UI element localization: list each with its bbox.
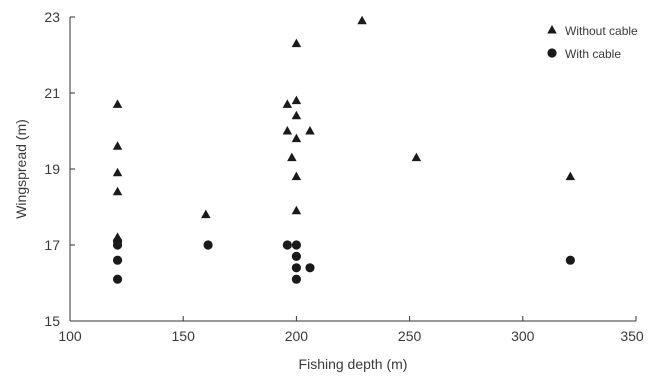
x-tick-label: 200	[285, 328, 309, 344]
data-point-without-cable	[201, 209, 211, 219]
y-axis-title: Wingspread (m)	[13, 119, 29, 219]
data-point-without-cable	[291, 171, 302, 181]
data-point-without-cable	[291, 38, 302, 48]
axes: 100 150 200 250 300 350 15 17 19 21 23 Fishing de…	[13, 9, 644, 372]
legend-marker-circle	[547, 48, 557, 58]
data-point-with-cable	[112, 240, 123, 250]
x-tick-label: 300	[511, 328, 535, 344]
y-tick-label: 17	[44, 237, 60, 253]
data-point-without-cable	[112, 99, 123, 108]
legend-marker-triangle	[547, 25, 557, 34]
data-point-with-cable	[282, 240, 292, 250]
data-point-without-cable	[411, 152, 422, 162]
x-tick-label: 350	[620, 328, 644, 344]
data-point-without-cable	[282, 99, 293, 108]
data-point-without-cable	[357, 15, 367, 25]
data-point-without-cable	[291, 95, 302, 105]
x-axis-title: Fishing depth (m)	[299, 356, 408, 372]
y-tick-label: 21	[44, 85, 60, 101]
x-tick-label: 150	[172, 328, 196, 344]
data-point-without-cable	[291, 205, 302, 215]
data-point-without-cable	[287, 152, 297, 162]
data-point-without-cable	[291, 133, 302, 143]
x-tick-label: 100	[58, 328, 82, 344]
legend-label-without-cable: Without cable	[565, 24, 638, 38]
data-point-with-cable	[112, 255, 123, 265]
legend-label-with-cable: With cable	[565, 47, 621, 61]
x-tick-label: 250	[398, 328, 422, 344]
data-point-without-cable	[291, 110, 302, 120]
data-point-without-cable	[112, 167, 123, 177]
data-point-without-cable	[112, 141, 123, 150]
data-point-without-cable	[282, 126, 293, 135]
data-points	[112, 15, 576, 284]
data-point-with-cable	[291, 251, 301, 261]
data-point-with-cable	[291, 263, 301, 273]
y-tick-label: 19	[44, 161, 60, 177]
data-point-with-cable	[305, 263, 315, 273]
data-point-with-cable	[203, 240, 213, 250]
data-point-with-cable	[112, 274, 123, 284]
y-tick-label: 23	[44, 9, 60, 25]
data-point-without-cable	[565, 171, 576, 181]
data-point-without-cable	[112, 186, 123, 196]
data-point-with-cable	[291, 240, 301, 250]
data-point-with-cable	[291, 274, 301, 284]
y-ticks: 15 17 19 21 23	[44, 9, 75, 329]
legend: Without cable With cable	[547, 24, 638, 61]
data-point-without-cable	[305, 126, 315, 135]
y-tick-label: 15	[44, 313, 60, 329]
x-ticks: 100 150 200 250 300 350	[58, 316, 644, 344]
data-point-with-cable	[565, 255, 575, 265]
